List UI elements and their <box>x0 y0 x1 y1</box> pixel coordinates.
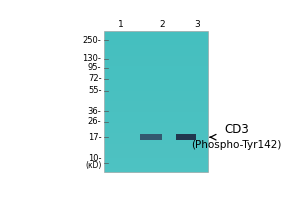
Text: 72-: 72- <box>88 74 101 83</box>
Bar <box>104 52 208 56</box>
Bar <box>104 98 208 101</box>
Bar <box>104 147 208 151</box>
Bar <box>104 59 208 63</box>
Text: 3: 3 <box>194 20 200 29</box>
Bar <box>104 130 208 133</box>
Text: (Phospho-Tyr142): (Phospho-Tyr142) <box>191 140 281 150</box>
Bar <box>104 168 208 172</box>
Bar <box>104 154 208 158</box>
Bar <box>104 49 208 52</box>
Bar <box>104 151 208 154</box>
Bar <box>104 115 208 119</box>
Text: 17-: 17- <box>88 133 101 142</box>
Bar <box>104 77 208 80</box>
Bar <box>104 126 208 130</box>
Text: 10-: 10- <box>88 154 101 163</box>
Bar <box>104 105 208 108</box>
Text: 130-: 130- <box>82 54 101 63</box>
Bar <box>104 31 208 34</box>
Bar <box>176 134 196 140</box>
Bar <box>104 137 208 140</box>
Bar <box>104 94 208 98</box>
Bar <box>104 31 208 172</box>
Text: 95-: 95- <box>88 63 101 72</box>
Bar <box>104 123 208 126</box>
Bar <box>140 134 162 140</box>
Bar <box>104 41 208 45</box>
Text: 55-: 55- <box>88 86 101 95</box>
Bar <box>104 34 208 38</box>
Text: 250-: 250- <box>83 36 101 45</box>
Bar <box>104 101 208 105</box>
Bar <box>104 119 208 123</box>
Bar <box>104 80 208 84</box>
Text: CD3: CD3 <box>224 123 249 136</box>
Bar <box>104 73 208 77</box>
Text: 26-: 26- <box>88 117 101 126</box>
Bar <box>104 133 208 137</box>
Bar <box>104 84 208 87</box>
Bar <box>104 161 208 165</box>
Bar <box>104 70 208 73</box>
Bar <box>104 165 208 168</box>
Text: 2: 2 <box>159 20 165 29</box>
Bar <box>104 63 208 66</box>
Bar <box>104 108 208 112</box>
Text: 1: 1 <box>118 20 124 29</box>
Bar <box>104 140 208 144</box>
Bar <box>104 66 208 70</box>
Bar <box>104 56 208 59</box>
Bar <box>104 91 208 94</box>
Bar <box>104 87 208 91</box>
Bar <box>104 38 208 41</box>
Text: 36-: 36- <box>88 107 101 116</box>
Bar <box>104 45 208 49</box>
Text: (κD): (κD) <box>85 161 101 170</box>
Bar <box>104 144 208 147</box>
Bar <box>104 112 208 115</box>
Bar <box>104 158 208 161</box>
